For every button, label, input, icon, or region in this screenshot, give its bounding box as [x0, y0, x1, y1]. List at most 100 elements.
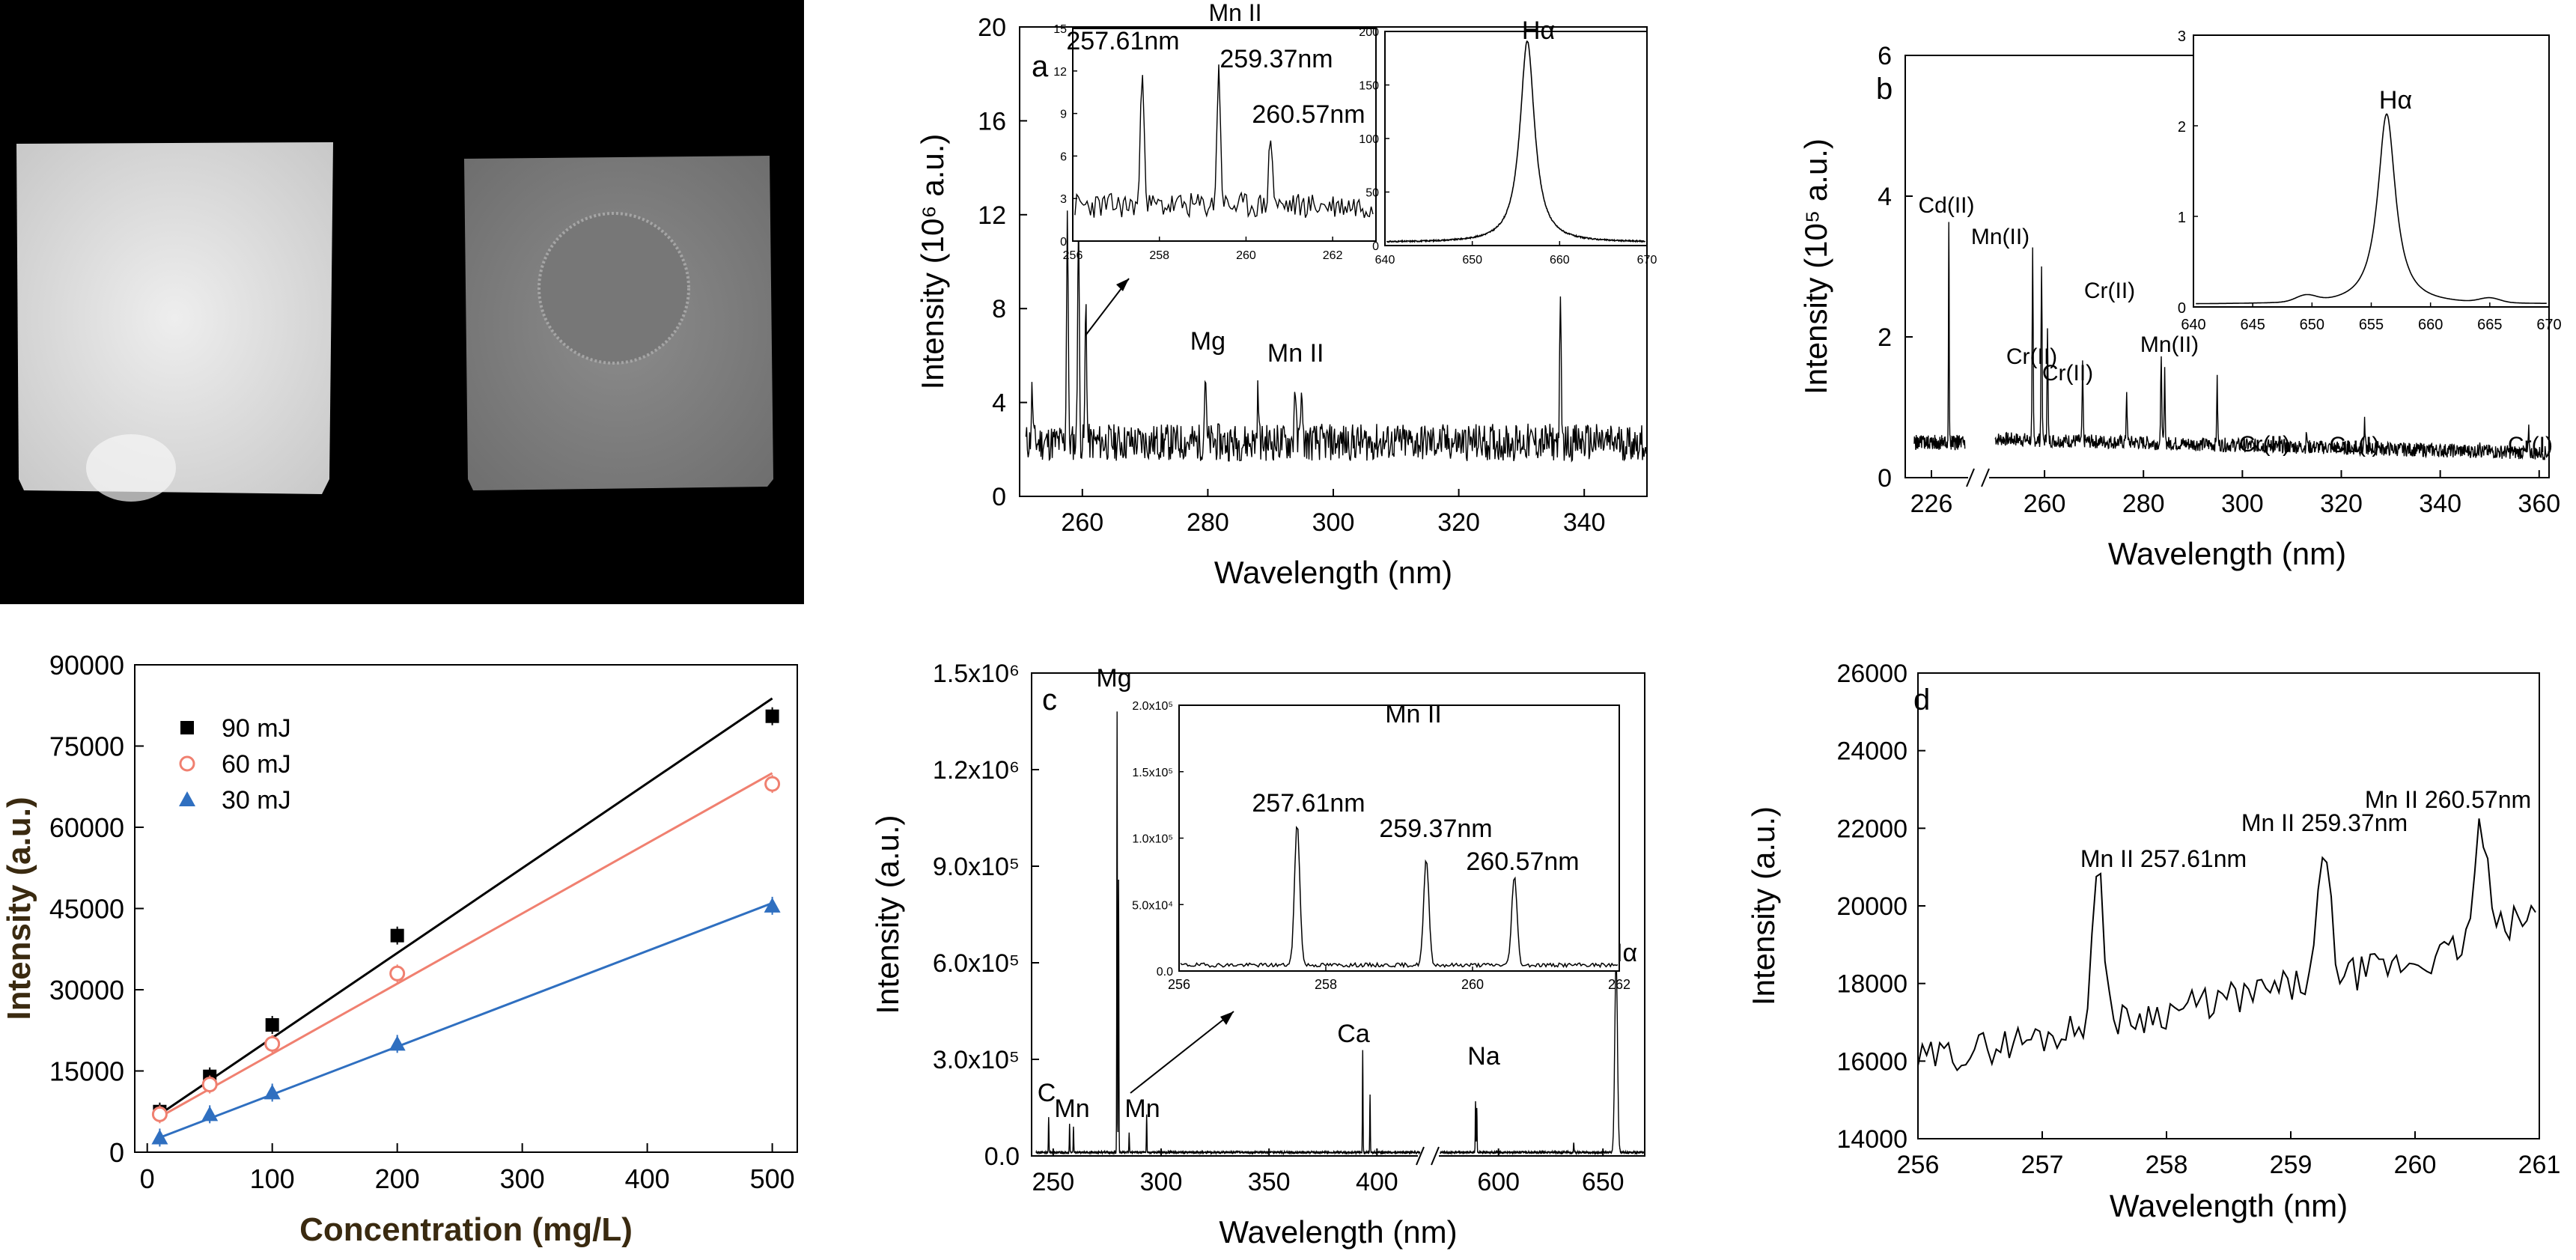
panel-a-inset1-ytick-label: 3 — [1060, 193, 1067, 206]
panel-c-xtick-label: 650 — [1582, 1168, 1625, 1196]
panel-b-axis-break — [1981, 468, 1990, 487]
panel-b-annotation: Cr(I) — [2508, 433, 2553, 457]
panel-a-ylabel: Intensity (10⁶ a.u.) — [915, 134, 950, 390]
panel-b-annotation: Cr(II) — [2084, 279, 2135, 303]
panel-a-inset1-peak-label: 257.61nm — [1066, 27, 1179, 55]
panel-d-ytick-label: 18000 — [1836, 970, 1907, 999]
panel-b-inset-ytick-label: 2 — [2178, 119, 2186, 136]
panel-b-annotation: Cr(II) — [2042, 361, 2093, 386]
calibration-xtick-label: 200 — [375, 1163, 420, 1194]
panel-b-xtick-label: 320 — [2320, 490, 2363, 518]
calibration-axes — [134, 664, 798, 1153]
panel-d-annotation: Mn II 260.57nm — [2365, 786, 2531, 813]
panel-c-ytick-label: 6.0x10⁵ — [933, 949, 1020, 978]
calibration-ytick-label: 90000 — [49, 650, 124, 681]
panel-c-xtick-label: 300 — [1140, 1168, 1183, 1196]
calibration-point — [201, 1106, 219, 1121]
calibration-xtick-label: 100 — [250, 1163, 295, 1194]
panel-a-inset2-ytick-label: 200 — [1359, 26, 1379, 39]
panel-c-inset-ytick-label: 1.0x10⁵ — [1132, 833, 1173, 846]
calibration-point — [389, 965, 406, 981]
panel-a-spectrum — [1025, 210, 1647, 463]
panel-c-inset-ytick-label: 1.5x10⁵ — [1132, 767, 1173, 779]
panel-a-ytick-label: 20 — [978, 13, 1006, 42]
panel-a-ytick-label: 4 — [992, 389, 1006, 418]
panel-b-inset-xtick-label: 655 — [2359, 317, 2384, 333]
panel-b-inset-xtick-label: 665 — [2477, 317, 2502, 333]
panel-c-inset-peak-label: 257.61nm — [1252, 789, 1365, 818]
panel-a-inset2-ytick-label: 0 — [1372, 240, 1379, 253]
panel-a-inset1-xtick-label: 260 — [1236, 249, 1256, 262]
panel-a-inset1-peak-label: 260.57nm — [1252, 100, 1365, 129]
panel-c-annotation: Ca — [1337, 1020, 1370, 1048]
panel-b-annotation: Cu(I) — [2330, 433, 2380, 457]
panel-a-ytick-label: 0 — [992, 483, 1006, 511]
calibration-point — [151, 1106, 168, 1122]
panel-d-axes — [1917, 672, 2540, 1139]
panel-a-inset2-xtick-label: 650 — [1462, 254, 1482, 267]
panel-a-inset2-xtick-label: 660 — [1550, 254, 1570, 267]
panel-b-annotation: Cr(II) — [2006, 344, 2057, 369]
panel-b-ytick-label: 6 — [1878, 42, 1892, 70]
panel-d-label: d — [1913, 684, 1930, 716]
panel-c-ytick-label: 3.0x10⁵ — [933, 1046, 1020, 1074]
calibration-ylabel: Intensity (a.u.) — [1, 797, 37, 1020]
calibration-legend-label: 90 mJ — [222, 714, 291, 743]
panel-c-xlabel: Wavelength (nm) — [1219, 1214, 1457, 1250]
panel-b-annotation: Mn(II) — [2140, 332, 2199, 357]
panel-d-annotation: Mn II 257.61nm — [2080, 845, 2247, 872]
panel-a-inset2-xtick-label: 670 — [1637, 254, 1657, 267]
panel-c-inset-spectrum — [1180, 826, 1619, 969]
calibration-point — [265, 1018, 279, 1032]
panel-b-xtick-label: 260 — [2024, 490, 2066, 518]
panel-c-axes — [1031, 672, 1645, 1157]
panel-b-xtick-label: 226 — [1910, 490, 1953, 518]
panel-b-annotation: Mn(II) — [1971, 225, 2030, 249]
panel-c-xtick-label: 400 — [1356, 1168, 1398, 1196]
panel-a-annotation: Mg — [1190, 327, 1225, 356]
panel-c-ylabel: Intensity (a.u.) — [870, 815, 905, 1014]
panel-a-inset1-ytick-label: 6 — [1060, 150, 1067, 163]
panel-d-xtick-label: 258 — [2146, 1151, 2188, 1179]
panel-a-inset2-spectrum — [1386, 40, 1646, 243]
panel-b-inset-ytick-label: 1 — [2178, 210, 2186, 226]
panel-d-spectrum — [1917, 818, 2536, 1072]
panel-a-inset1-peak-label: 259.37nm — [1220, 45, 1333, 73]
calibration-point — [264, 1035, 281, 1052]
panel-a-inset2-frame — [1384, 31, 1648, 246]
panel-a-inset1-xtick-label: 262 — [1323, 249, 1343, 262]
panel-a-inset1-ytick-label: 12 — [1053, 66, 1067, 79]
panel-c-inset-xtick-label: 258 — [1315, 977, 1337, 992]
panel-d-ylabel: Intensity (a.u.) — [1746, 806, 1781, 1005]
panel-a-ytick-label: 16 — [978, 107, 1006, 136]
panel-a-arrowhead — [1116, 279, 1129, 291]
panel-c-axis-break — [1416, 1146, 1425, 1166]
panel-a-inset2-ytick-label: 100 — [1359, 133, 1379, 146]
panel-a-inset1-spectrum — [1074, 64, 1374, 219]
panel-b-ytick-label: 0 — [1878, 464, 1892, 493]
panel-b-spectrum — [1913, 222, 1966, 451]
panel-b-inset-ytick-label: 3 — [2178, 28, 2186, 45]
panel-c-annotation: C — [1038, 1079, 1056, 1107]
calibration-point — [764, 897, 781, 913]
calibration-xlabel: Concentration (mg/L) — [299, 1211, 633, 1248]
panel-a-inset1-xtick-label: 258 — [1149, 249, 1169, 262]
calibration-point — [151, 1129, 168, 1145]
calibration-legend-marker — [180, 721, 194, 734]
panel-d-ytick-label: 14000 — [1836, 1125, 1907, 1154]
panel-b-inset-ytick-label: 0 — [2178, 300, 2186, 317]
calibration-ytick-label: 15000 — [49, 1056, 124, 1087]
panel-c-inset-title: Mn II — [1385, 700, 1442, 728]
calibration-ytick-label: 60000 — [49, 812, 124, 843]
panel-b-label: b — [1876, 73, 1893, 106]
panel-a-inset2-ytick-label: 50 — [1365, 187, 1379, 200]
panel-c-inset-peak-label: 260.57nm — [1466, 847, 1579, 876]
panel-c: 0.0 3.0x10⁵ 6.0x10⁵ 9.0x10⁵ 1.2x10⁶ 1.5x10⁶ 25… — [870, 660, 1645, 1250]
panel-b-xlabel: Wavelength (nm) — [2108, 536, 2346, 571]
panel-c-inset-ytick-label: 0.0 — [1157, 966, 1173, 979]
calibration-ytick-label: 0 — [109, 1137, 124, 1168]
panel-b-inset-xtick-label: 650 — [2300, 317, 2324, 333]
panel-c-inset-peak-label: 259.37nm — [1379, 815, 1492, 843]
calibration-legend-marker — [179, 791, 195, 806]
